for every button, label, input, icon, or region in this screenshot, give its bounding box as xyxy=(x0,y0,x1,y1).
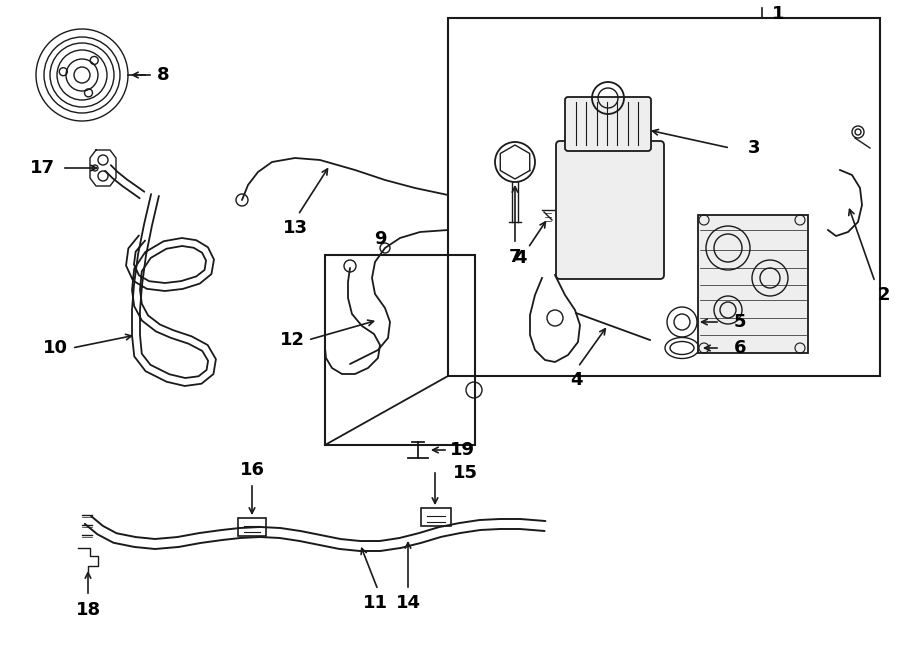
Text: 7: 7 xyxy=(508,248,521,266)
Text: 13: 13 xyxy=(283,219,308,237)
Text: 16: 16 xyxy=(239,461,265,479)
Text: 14: 14 xyxy=(395,594,420,612)
Text: 8: 8 xyxy=(157,66,169,84)
Bar xyxy=(325,255,475,445)
Text: 19: 19 xyxy=(449,441,474,459)
Text: 17: 17 xyxy=(30,159,55,177)
Text: 4: 4 xyxy=(570,371,582,389)
Bar xyxy=(238,518,266,536)
Text: 1: 1 xyxy=(772,5,785,23)
Text: 11: 11 xyxy=(363,594,388,612)
Text: 12: 12 xyxy=(280,331,304,349)
Text: 3: 3 xyxy=(748,139,760,157)
Bar xyxy=(421,508,451,526)
Text: 9: 9 xyxy=(374,230,386,248)
Text: 6: 6 xyxy=(734,339,746,357)
Text: 5: 5 xyxy=(734,313,746,331)
Text: 18: 18 xyxy=(76,601,101,619)
Text: 10: 10 xyxy=(42,339,68,357)
Bar xyxy=(698,215,808,353)
Text: 4: 4 xyxy=(514,249,526,267)
Bar xyxy=(448,18,880,376)
FancyBboxPatch shape xyxy=(556,141,664,279)
Text: 15: 15 xyxy=(453,464,478,482)
Text: 2: 2 xyxy=(878,286,890,304)
FancyBboxPatch shape xyxy=(565,97,651,151)
